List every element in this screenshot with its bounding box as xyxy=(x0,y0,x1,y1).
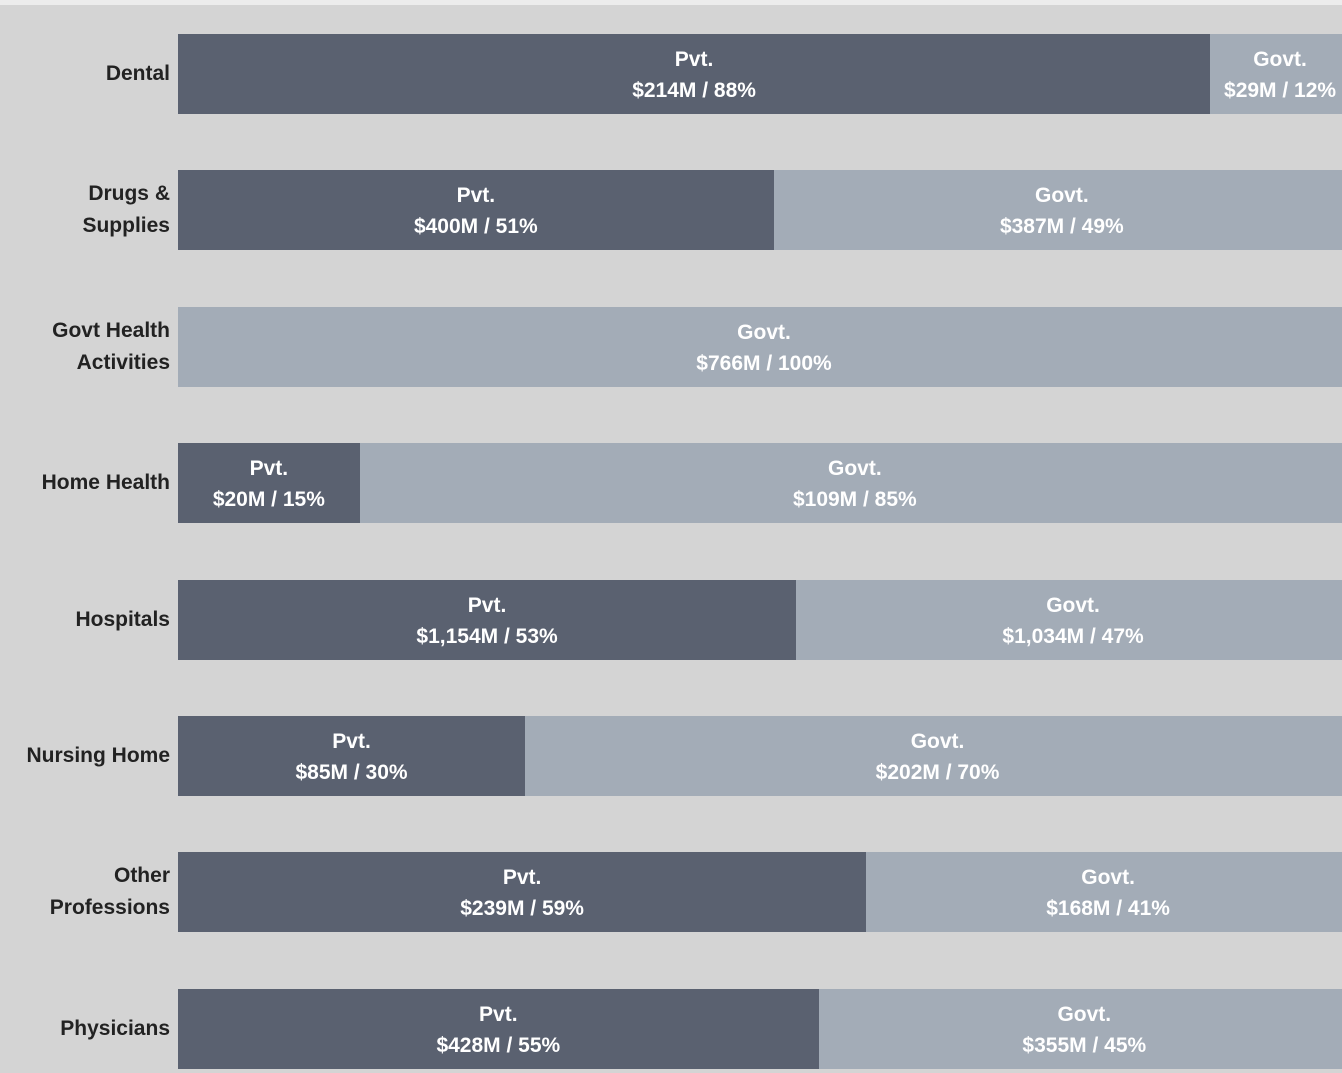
bar-segment xyxy=(796,579,1342,660)
value-label: $168M / 41% xyxy=(1046,897,1170,921)
value-label: $355M / 45% xyxy=(1022,1033,1147,1057)
series-label: Govt. xyxy=(737,320,791,344)
category-label: Nursing Home xyxy=(26,744,170,767)
series-label: Govt. xyxy=(1081,866,1135,890)
value-label: $202M / 70% xyxy=(875,761,1000,784)
value-label: $85M / 30% xyxy=(295,761,408,784)
bar-segment xyxy=(773,170,1342,251)
bar-segment xyxy=(178,852,867,933)
category-label: Drugs & Supplies xyxy=(82,182,170,238)
value-label: $1,154M / 53% xyxy=(416,624,558,648)
bar-segment xyxy=(1210,34,1342,114)
bar-segment xyxy=(866,852,1342,933)
series-label: Govt. xyxy=(1057,1002,1112,1026)
bar-segment xyxy=(178,170,774,251)
series-label: Govt. xyxy=(828,457,882,481)
series-label: Govt. xyxy=(910,730,965,753)
bar-segment xyxy=(359,443,1342,524)
bar-segment xyxy=(178,716,526,796)
series-label: Pvt. xyxy=(502,866,542,890)
category-label: Home Health xyxy=(41,471,170,495)
value-label: $109M / 85% xyxy=(792,488,917,512)
series-label: Govt. xyxy=(1046,593,1100,617)
series-label: Govt. xyxy=(1034,184,1089,208)
series-label: Pvt. xyxy=(456,184,496,208)
bar-segment xyxy=(178,988,819,1069)
value-label: $400M / 51% xyxy=(413,215,538,239)
series-label: Pvt. xyxy=(467,593,507,617)
series-label: Pvt. xyxy=(332,730,371,753)
bar-segment xyxy=(178,443,360,524)
series-label: Pvt. xyxy=(674,48,714,71)
category-label: Physicians xyxy=(60,1016,170,1040)
category-label: Hospitals xyxy=(75,607,170,631)
value-label: $20M / 15% xyxy=(212,488,325,512)
top-border xyxy=(0,0,1342,5)
series-label: Pvt. xyxy=(249,457,289,481)
bar-segment xyxy=(525,716,1342,796)
value-label: $29M / 12% xyxy=(1224,79,1337,102)
value-label: $766M / 100% xyxy=(696,351,832,375)
series-label: Pvt. xyxy=(479,1002,518,1026)
category-label: Dental xyxy=(105,62,170,85)
value-label: $239M / 59% xyxy=(460,897,584,921)
value-label: $428M / 55% xyxy=(436,1033,561,1057)
series-label: Govt. xyxy=(1253,48,1307,71)
bar-segment xyxy=(178,579,797,660)
category-label: Govt Health Activities xyxy=(52,318,170,374)
value-label: $214M / 88% xyxy=(632,79,756,102)
bar-segment xyxy=(818,988,1342,1069)
bar-segment xyxy=(178,34,1211,114)
bar-segment xyxy=(178,306,1342,387)
category-label: Other Professions xyxy=(49,864,170,920)
value-label: $1,034M / 47% xyxy=(1002,624,1144,648)
value-label: $387M / 49% xyxy=(999,215,1124,239)
